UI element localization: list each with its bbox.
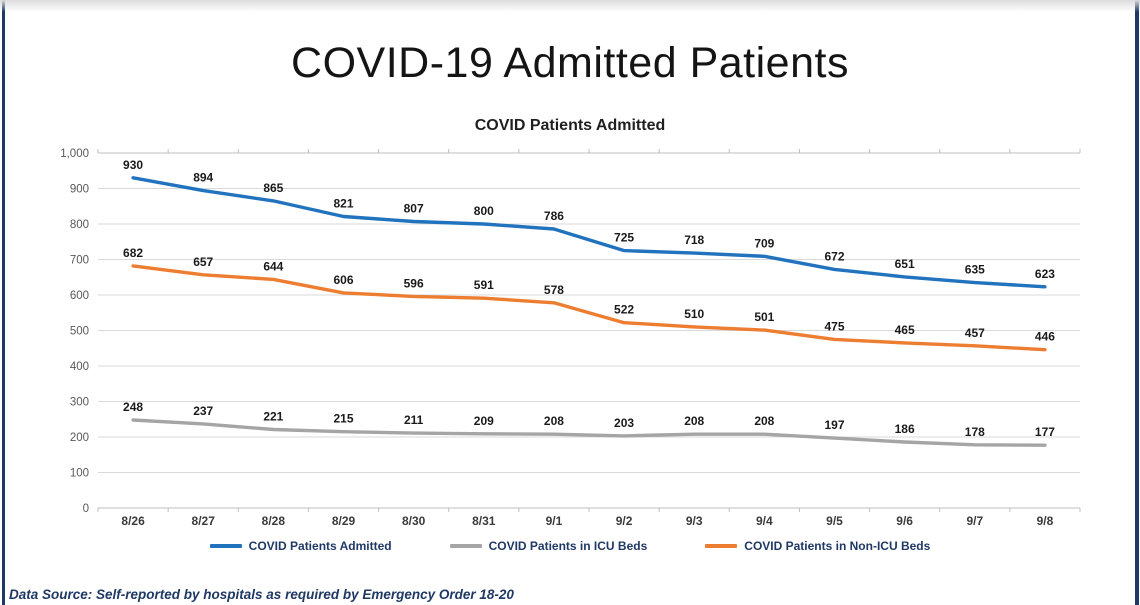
x-axis-label: 8/27 — [192, 514, 216, 528]
data-label: 651 — [895, 257, 915, 271]
data-label: 606 — [333, 273, 353, 287]
x-axis-label: 9/3 — [686, 514, 703, 528]
data-label: 203 — [614, 416, 634, 430]
data-label: 186 — [895, 422, 915, 436]
chart-legend: COVID Patients Admitted COVID Patients i… — [0, 539, 1140, 553]
data-label: 635 — [965, 263, 985, 277]
x-axis-label: 9/7 — [966, 514, 983, 528]
x-axis-label: 9/4 — [756, 514, 773, 528]
y-axis-label: 500 — [70, 326, 89, 338]
data-label: 446 — [1035, 330, 1055, 344]
data-label: 596 — [404, 276, 424, 290]
data-label: 177 — [1035, 425, 1055, 439]
x-axis-label: 9/1 — [546, 514, 563, 528]
data-label: 591 — [474, 278, 494, 292]
series-line — [131, 418, 1047, 447]
data-label: 209 — [474, 414, 494, 428]
data-label: 208 — [684, 414, 704, 428]
legend-label-admitted: COVID Patients Admitted — [248, 539, 392, 553]
y-axis-label: 800 — [70, 219, 89, 231]
data-label: 197 — [824, 418, 844, 432]
y-axis-label: 1,000 — [60, 148, 89, 160]
data-label: 215 — [333, 412, 353, 426]
page-right-border — [1135, 0, 1139, 605]
data-label: 178 — [965, 425, 985, 439]
x-axis-label: 9/6 — [896, 514, 913, 528]
x-axis-label: 8/30 — [402, 514, 426, 528]
data-source-note: Data Source: Self-reported by hospitals … — [9, 587, 514, 602]
y-axis-label: 0 — [83, 503, 89, 515]
chart-title: COVID Patients Admitted — [474, 117, 666, 134]
y-axis-label: 900 — [70, 184, 89, 196]
y-axis-label: 200 — [70, 432, 89, 444]
series-line — [131, 176, 1047, 289]
page-top-shadow — [0, 0, 1140, 12]
data-label: 682 — [123, 246, 143, 260]
y-axis-label: 400 — [70, 361, 89, 373]
data-label: 725 — [614, 231, 634, 245]
legend-item-icu: COVID Patients in ICU Beds — [449, 539, 648, 553]
data-label: 221 — [263, 410, 283, 424]
data-label: 821 — [333, 197, 353, 211]
data-label: 510 — [684, 307, 704, 321]
page-left-border — [2, 0, 5, 605]
data-label: 894 — [193, 171, 213, 185]
page-title: COVID-19 Admitted Patients — [291, 39, 849, 87]
data-label: 237 — [193, 404, 213, 418]
legend-label-non-icu: COVID Patients in Non-ICU Beds — [744, 539, 931, 553]
y-axis-label: 700 — [70, 255, 89, 267]
data-label: 475 — [824, 319, 844, 333]
legend-line-swatch-icu — [449, 544, 482, 548]
x-axis-label: 9/8 — [1037, 514, 1054, 528]
data-label: 800 — [474, 204, 494, 218]
data-label: 786 — [544, 209, 564, 223]
x-axis-label: 9/2 — [616, 514, 633, 528]
data-label: 457 — [965, 326, 985, 340]
legend-line-swatch-admitted — [209, 544, 242, 548]
legend-label-icu: COVID Patients in ICU Beds — [488, 539, 648, 553]
data-label: 657 — [193, 255, 213, 269]
series-line — [131, 264, 1047, 352]
data-label: 211 — [404, 413, 424, 427]
data-label: 644 — [263, 259, 283, 273]
x-axis-label: 8/28 — [262, 514, 286, 528]
x-axis-label: 9/5 — [826, 514, 843, 528]
legend-item-non-icu: COVID Patients in Non-ICU Beds — [705, 539, 930, 553]
y-axis-label: 100 — [70, 468, 89, 480]
legend-item-admitted: COVID Patients Admitted — [209, 539, 392, 553]
data-label: 709 — [754, 236, 774, 250]
data-label: 930 — [123, 158, 143, 172]
y-axis-label: 600 — [70, 290, 89, 302]
data-label: 718 — [684, 233, 704, 247]
data-label: 807 — [404, 202, 424, 216]
data-label: 672 — [824, 249, 844, 263]
data-label: 522 — [614, 303, 634, 317]
x-axis-label: 8/31 — [472, 514, 496, 528]
x-axis-label: 8/29 — [332, 514, 356, 528]
data-label: 208 — [754, 414, 774, 428]
data-label: 208 — [544, 414, 564, 428]
y-axis-label: 300 — [70, 397, 89, 409]
data-label: 248 — [123, 400, 143, 414]
data-label: 865 — [263, 181, 283, 195]
data-label: 578 — [544, 283, 564, 297]
data-label: 501 — [754, 310, 774, 324]
legend-line-swatch-non-icu — [705, 544, 738, 548]
data-label: 623 — [1035, 267, 1055, 281]
data-label: 465 — [895, 323, 915, 337]
x-axis-label: 8/26 — [121, 514, 145, 528]
